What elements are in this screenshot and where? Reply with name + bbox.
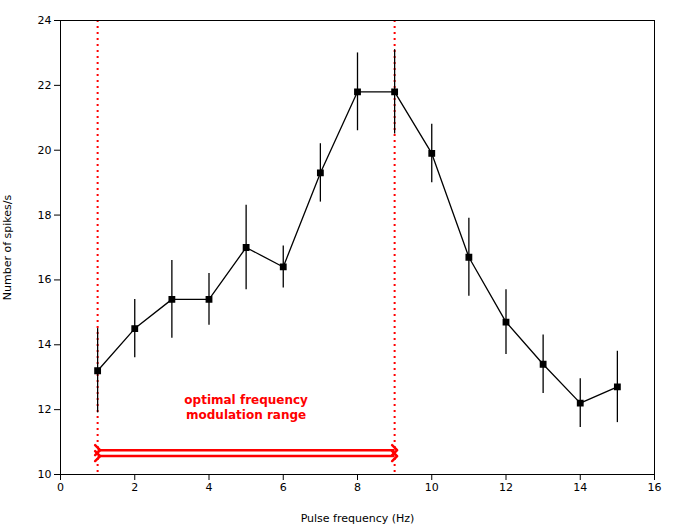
svg-text:16: 16	[648, 481, 662, 494]
svg-text:6: 6	[280, 481, 287, 494]
svg-text:8: 8	[354, 481, 361, 494]
svg-text:12: 12	[499, 481, 513, 494]
svg-text:14: 14	[38, 338, 52, 351]
svg-text:2: 2	[131, 481, 138, 494]
svg-text:12: 12	[38, 403, 52, 416]
svg-text:18: 18	[38, 209, 52, 222]
svg-text:Pulse frequency (Hz): Pulse frequency (Hz)	[301, 512, 415, 524]
svg-text:4: 4	[206, 481, 213, 494]
svg-text:optimal frequencymodulation ra: optimal frequencymodulation range	[184, 393, 308, 423]
svg-text:Number of spikes/s: Number of spikes/s	[1, 194, 14, 300]
svg-text:20: 20	[38, 144, 52, 157]
svg-text:24: 24	[38, 14, 52, 27]
svg-text:0: 0	[57, 481, 64, 494]
svg-text:10: 10	[425, 481, 439, 494]
svg-text:22: 22	[38, 79, 52, 92]
svg-text:14: 14	[573, 481, 587, 494]
svg-text:10: 10	[38, 468, 52, 481]
svg-text:16: 16	[38, 273, 52, 286]
